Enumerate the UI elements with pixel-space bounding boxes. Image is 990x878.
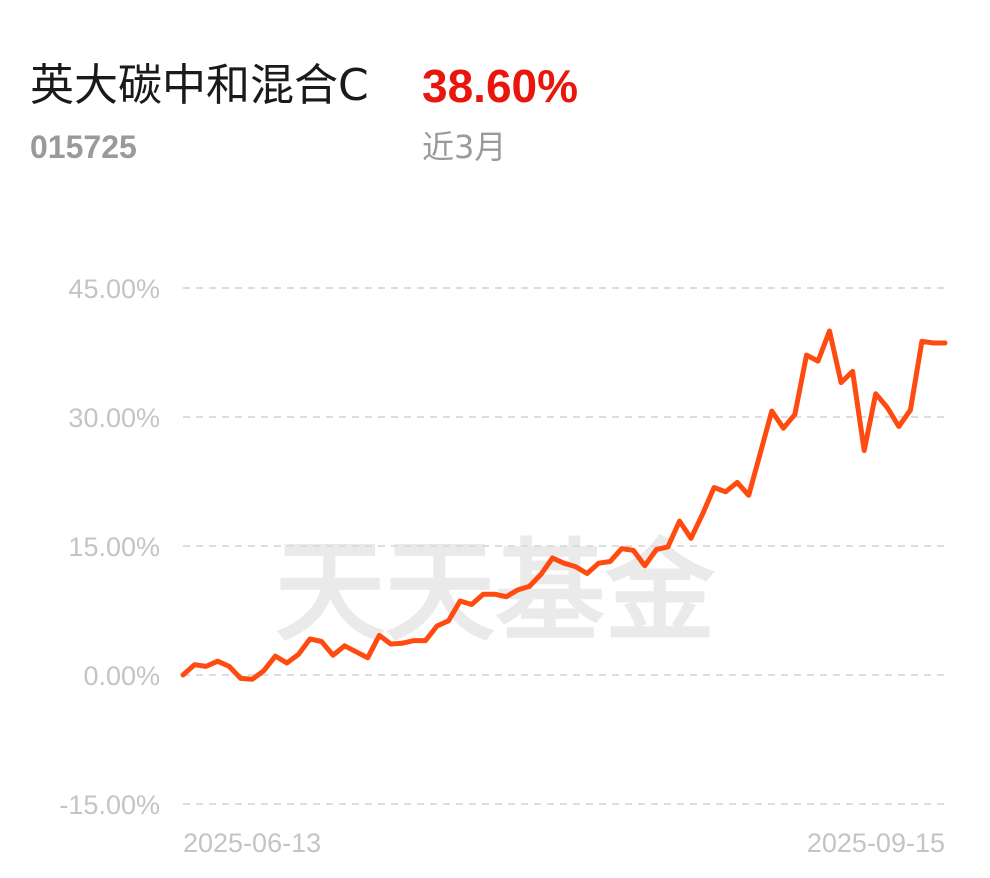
y-tick-label: -15.00% xyxy=(59,790,160,820)
x-axis-ticks: 2025-06-13 2025-09-15 xyxy=(183,828,945,858)
fund-code: 015725 xyxy=(30,129,137,165)
y-tick-label: 30.00% xyxy=(68,403,160,433)
y-axis-ticks: 45.00% 30.00% 15.00% 0.00% -15.00% xyxy=(59,274,160,820)
gridlines xyxy=(183,287,945,805)
x-tick-label: 2025-09-15 xyxy=(807,828,945,858)
y-tick-label: 15.00% xyxy=(68,532,160,562)
period-label: 近3月 xyxy=(422,128,507,166)
series-line xyxy=(180,328,948,682)
watermark-text: 天天基金 xyxy=(275,527,716,656)
series-layer xyxy=(180,328,948,682)
return-value: 38.60% xyxy=(422,60,579,112)
y-tick-label: 45.00% xyxy=(68,274,160,304)
fund-name: 英大碳中和混合C xyxy=(30,60,369,111)
y-tick-label: 0.00% xyxy=(83,661,160,691)
x-tick-label: 2025-06-13 xyxy=(183,828,321,858)
